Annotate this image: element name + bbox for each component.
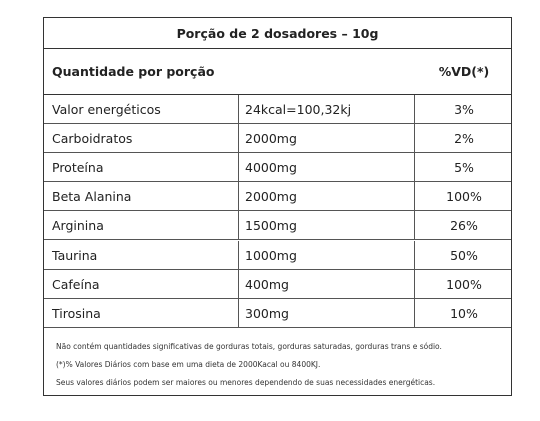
table-cell: 1500mg bbox=[239, 211, 415, 241]
table-cell: 400mg bbox=[239, 269, 415, 299]
table-title: Porção de 2 dosadores – 10g bbox=[44, 18, 511, 49]
table-cell: 2% bbox=[454, 131, 474, 147]
footnotes: Não contém quantidades significativas de… bbox=[56, 338, 506, 392]
table-cell: Arginina bbox=[44, 211, 239, 241]
table-cell: 10% bbox=[450, 305, 478, 321]
table-cell: Valor energéticos bbox=[44, 95, 239, 124]
table-cell: Proteína bbox=[44, 153, 239, 183]
table-cell: 300mg bbox=[239, 298, 415, 328]
table-row: Carboidratos 2000mg 2% bbox=[44, 124, 511, 154]
table-cell: 3% bbox=[454, 102, 474, 117]
table-row: Arginina 1500mg 26% bbox=[44, 211, 511, 241]
table-cell: 2000mg bbox=[239, 182, 415, 212]
table-cell: 24kcal=100,32kj bbox=[239, 95, 415, 124]
footnote: (*)% Valores Diários com base em uma die… bbox=[56, 360, 321, 369]
table-cell: Cafeína bbox=[44, 269, 239, 299]
table-row: Beta Alanina 2000mg 100% bbox=[44, 182, 511, 212]
table-cell: 5% bbox=[454, 160, 474, 176]
table-cell: Tirosina bbox=[44, 298, 239, 328]
table-row: Tirosina 300mg 10% bbox=[44, 298, 511, 328]
column-header: Quantidade por porção bbox=[52, 64, 215, 79]
nutrition-table: Porção de 2 dosadores – 10g Quantidade p… bbox=[43, 17, 512, 396]
table-cell: Taurina bbox=[44, 240, 239, 270]
table-cell: 26% bbox=[450, 218, 478, 234]
table-row: Valor energéticos 24kcal=100,32kj 3% bbox=[44, 95, 511, 124]
header-row: Quantidade por porção %VD(*) bbox=[44, 49, 511, 95]
table-cell: 50% bbox=[450, 247, 478, 263]
table-cell: 2000mg bbox=[239, 124, 415, 154]
table-cell: 100% bbox=[446, 189, 482, 205]
table-cell: 100% bbox=[446, 276, 482, 292]
table-row: Taurina 1000mg 50% bbox=[44, 240, 511, 270]
footnote: Não contém quantidades significativas de… bbox=[56, 342, 442, 351]
table-cell: Carboidratos bbox=[44, 124, 239, 154]
table-cell: 4000mg bbox=[239, 153, 415, 183]
table-row: Cafeína 400mg 100% bbox=[44, 269, 511, 299]
footnote: Seus valores diários podem ser maiores o… bbox=[56, 378, 436, 387]
table-cell: 1000mg bbox=[239, 240, 415, 270]
table-cell: Beta Alanina bbox=[44, 182, 239, 212]
column-header: %VD(*) bbox=[438, 64, 490, 79]
table-row: Proteína 4000mg 5% bbox=[44, 153, 511, 183]
